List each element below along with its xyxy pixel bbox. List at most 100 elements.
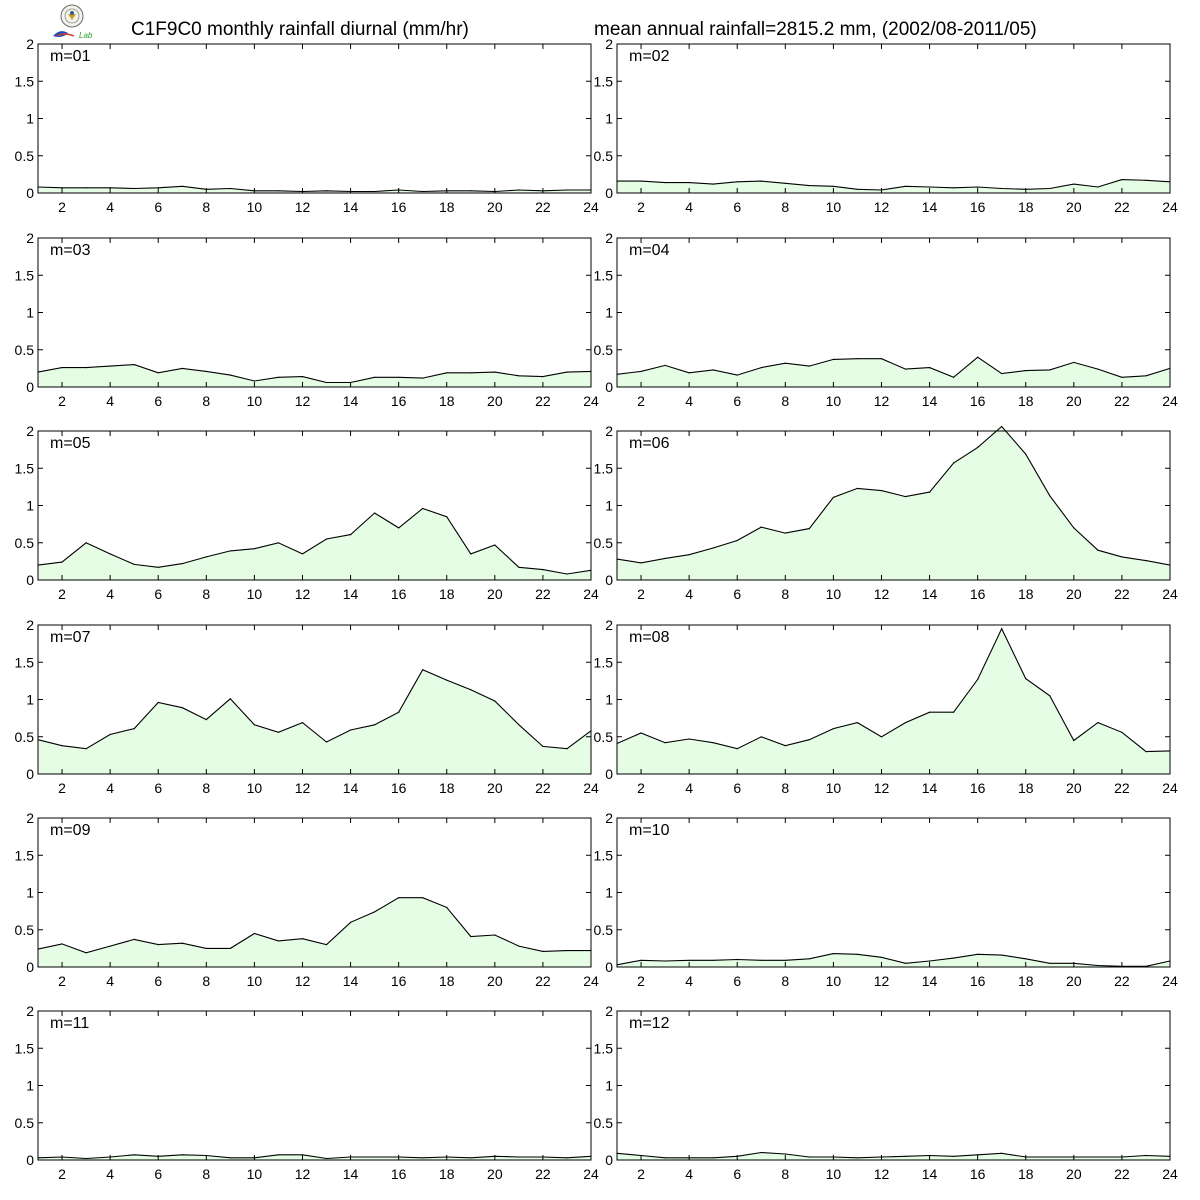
x-tick-label: 24 [1162, 393, 1178, 409]
data-point [205, 719, 207, 721]
data-point [374, 376, 376, 378]
y-tick-label: 1 [605, 692, 613, 708]
data-point [1049, 369, 1051, 371]
y-tick-label: 1.5 [594, 654, 614, 670]
x-tick-label: 6 [733, 780, 741, 796]
data-point [736, 539, 738, 542]
data-point [133, 187, 135, 190]
x-tick-label: 12 [295, 586, 311, 602]
data-point [350, 729, 352, 731]
y-tick-label: 0 [26, 1152, 34, 1168]
x-tick-label: 8 [781, 393, 789, 409]
y-tick-label: 2 [26, 36, 34, 52]
x-tick-label: 2 [637, 199, 645, 215]
x-tick-label: 14 [343, 393, 359, 409]
data-point [880, 358, 883, 360]
x-tick-label: 12 [295, 393, 311, 409]
data-point [422, 1157, 424, 1159]
x-tick-label: 14 [922, 199, 938, 215]
x-tick-label: 10 [826, 1166, 842, 1182]
data-point [85, 748, 87, 750]
y-tick-label: 1.5 [15, 654, 35, 670]
y-tick-label: 0 [26, 185, 34, 201]
x-tick-label: 6 [154, 199, 162, 215]
data-point [977, 446, 979, 448]
data-point [856, 953, 859, 955]
x-tick-label: 6 [733, 586, 741, 602]
rainfall-line [616, 356, 1171, 378]
data-point [374, 512, 376, 514]
x-tick-label: 16 [970, 973, 986, 989]
y-tick-label: 2 [605, 36, 613, 52]
data-point [566, 573, 568, 575]
x-tick-label: 8 [202, 780, 210, 796]
data-point [904, 962, 907, 964]
data-point [688, 182, 690, 184]
data-point [157, 566, 159, 568]
x-tick-label: 20 [487, 586, 503, 602]
data-point [929, 491, 931, 493]
y-tick-label: 1 [26, 885, 34, 901]
x-tick-label: 16 [391, 199, 407, 215]
data-point [640, 562, 642, 564]
data-point [664, 960, 666, 962]
data-point [325, 190, 328, 192]
x-tick-label: 16 [970, 780, 986, 796]
panel-label: m=11 [50, 1015, 89, 1032]
x-tick-label: 22 [1114, 393, 1130, 409]
data-point [518, 945, 520, 947]
data-point [277, 376, 279, 378]
y-tick-label: 0 [605, 185, 613, 201]
data-point [542, 376, 544, 378]
data-point [1001, 187, 1003, 190]
y-tick-label: 1.5 [594, 460, 614, 476]
rainfall-area [617, 357, 1170, 387]
data-point [470, 553, 472, 555]
x-tick-label: 14 [922, 973, 938, 989]
x-tick-label: 4 [685, 1166, 693, 1182]
y-tick-label: 1.5 [594, 847, 614, 863]
data-point [61, 943, 63, 945]
x-tick-label: 14 [922, 1166, 938, 1182]
data-point [374, 724, 376, 726]
data-point [470, 372, 472, 374]
data-point [760, 1151, 762, 1154]
x-tick-label: 20 [487, 199, 503, 215]
data-point [1097, 549, 1099, 551]
y-tick-label: 1.5 [594, 73, 614, 89]
data-point [374, 911, 376, 913]
rainfall-line [616, 425, 1171, 566]
data-point [808, 1156, 810, 1158]
x-tick-label: 24 [1162, 780, 1178, 796]
x-tick-label: 22 [535, 973, 551, 989]
x-tick-label: 10 [826, 393, 842, 409]
panel: 00.511.522 4 6 8 10 12 14 16 18 20 22 24m=10 [594, 810, 1178, 989]
data-point [85, 187, 87, 189]
x-tick-label: 14 [922, 586, 938, 602]
data-point [712, 547, 714, 549]
x-tick-label: 10 [247, 780, 263, 796]
data-point [953, 187, 955, 189]
data-point [856, 487, 859, 489]
x-tick-label: 10 [247, 586, 263, 602]
data-point [1145, 1154, 1147, 1157]
data-point [133, 938, 135, 941]
x-tick-label: 16 [391, 973, 407, 989]
y-tick-label: 1.5 [15, 1040, 35, 1056]
data-point [181, 367, 183, 369]
lab-emblem-logo-icon: Lab [53, 4, 93, 40]
x-tick-label: 2 [58, 1166, 66, 1182]
x-tick-label: 22 [1114, 973, 1130, 989]
data-point [664, 182, 666, 184]
rainfall-area [617, 1152, 1170, 1160]
y-tick-label: 0 [605, 1152, 613, 1168]
rainfall-line [37, 668, 592, 750]
plot-frame [616, 1010, 1171, 1161]
x-tick-label: 18 [1018, 780, 1034, 796]
data-point [1049, 1156, 1051, 1158]
data-point [784, 1153, 786, 1155]
data-point [109, 365, 111, 367]
data-point [1097, 368, 1099, 370]
data-point [398, 376, 400, 378]
x-tick-label: 4 [106, 586, 114, 602]
